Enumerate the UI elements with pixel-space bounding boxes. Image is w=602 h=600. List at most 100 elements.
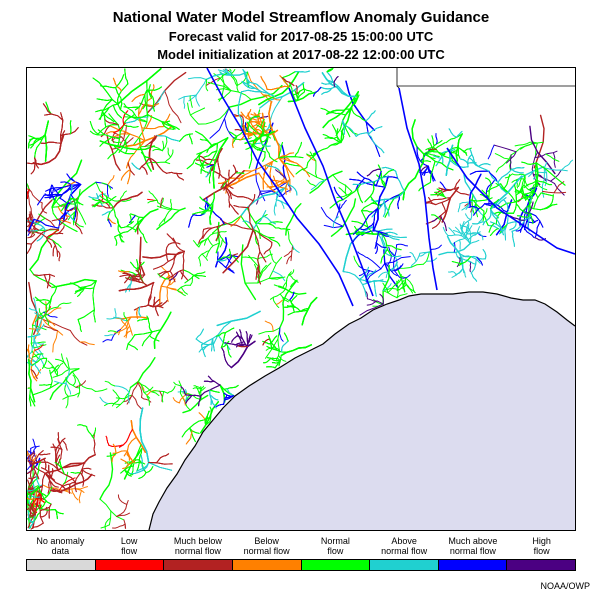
river-segment: [344, 124, 351, 138]
river-segment: [188, 79, 207, 102]
river-segment: [545, 153, 560, 162]
river-segment: [459, 239, 461, 250]
river-segment: [77, 319, 82, 332]
river-segment: [342, 226, 373, 273]
river-segment: [43, 459, 47, 470]
river-segment: [107, 217, 112, 228]
river-segment: [31, 335, 35, 352]
river-segment: [34, 296, 47, 306]
river-segment: [127, 391, 130, 404]
river-segment: [382, 283, 392, 292]
river-segment: [225, 255, 233, 268]
river-segment: [241, 89, 275, 97]
river-segment: [129, 214, 136, 223]
river-segment: [357, 187, 363, 204]
river-segment: [27, 183, 30, 191]
river-segment: [67, 210, 77, 221]
river-segment: [490, 199, 500, 210]
river-segment: [105, 435, 110, 446]
river-segment: [29, 478, 38, 488]
river-segment: [338, 199, 347, 211]
river-segment: [472, 221, 486, 225]
river-segment: [278, 142, 283, 159]
river-segment: [42, 357, 48, 369]
river-segment: [192, 240, 200, 248]
river-segment: [51, 194, 63, 208]
river-segment: [52, 330, 58, 353]
river-segment: [224, 395, 235, 401]
river-segment: [114, 236, 118, 246]
river-segment: [192, 210, 207, 215]
river-segment: [180, 386, 187, 396]
river-segment: [361, 200, 377, 212]
river-segment: [38, 486, 52, 505]
river-segment: [65, 382, 72, 395]
state-borders: [396, 68, 575, 89]
river-segment: [138, 306, 142, 317]
river-segment: [190, 275, 193, 286]
river-segment: [292, 88, 305, 96]
river-segment: [28, 509, 36, 517]
river-segment: [38, 494, 45, 503]
river-segment: [126, 450, 130, 461]
river-segment: [178, 94, 197, 100]
river-segment: [211, 338, 214, 352]
river-segment: [361, 210, 374, 235]
river-segment: [125, 277, 148, 287]
river-segment: [206, 242, 220, 258]
river-segment: [213, 73, 232, 92]
river-segment: [165, 121, 180, 130]
river-segment: [258, 71, 300, 106]
river-segment: [425, 146, 434, 151]
river-segment: [29, 394, 36, 407]
river-segment: [192, 387, 202, 390]
river-segment: [502, 199, 510, 211]
river-segment: [474, 203, 478, 218]
river-segment: [206, 142, 218, 153]
river-segment: [525, 179, 537, 201]
river-segment: [456, 130, 463, 138]
river-segment: [431, 214, 442, 221]
river-segment: [152, 148, 163, 152]
river-segment: [440, 215, 447, 232]
river-segment: [470, 272, 478, 282]
river-segment: [163, 208, 173, 223]
river-segment: [275, 227, 291, 230]
river-segment: [123, 312, 128, 322]
river-segment: [141, 126, 164, 130]
river-segment: [481, 189, 490, 198]
river-segment: [288, 82, 297, 102]
river-segment: [104, 380, 116, 387]
river-segment: [453, 188, 470, 196]
river-segment: [536, 179, 553, 186]
river-segment: [351, 220, 369, 228]
river-segment: [220, 346, 232, 368]
river-segment: [172, 237, 185, 252]
river-segment: [166, 286, 177, 290]
river-segment: [485, 177, 493, 186]
river-segment: [234, 114, 244, 118]
river-segment: [446, 235, 464, 269]
river-segment: [518, 178, 522, 187]
river-segment: [422, 248, 433, 265]
river-segment: [27, 503, 36, 517]
river-segment: [116, 386, 131, 409]
river-segment: [217, 90, 232, 100]
river-segment: [229, 68, 232, 72]
river-segment: [70, 472, 81, 474]
river-segment: [50, 489, 61, 492]
river-segment: [219, 238, 224, 248]
river-segment: [333, 186, 344, 201]
river-segment: [201, 334, 219, 346]
river-segment: [487, 225, 504, 232]
river-segment: [442, 226, 449, 236]
legend-swatch-much-above: [438, 560, 508, 570]
river-segment: [32, 353, 44, 358]
river-segment: [245, 144, 254, 150]
river-segment: [244, 122, 248, 132]
river-segment: [286, 255, 292, 265]
river-segment: [62, 206, 77, 219]
river-segment: [44, 462, 86, 474]
river-segment: [366, 168, 381, 177]
river-segment: [209, 142, 218, 165]
